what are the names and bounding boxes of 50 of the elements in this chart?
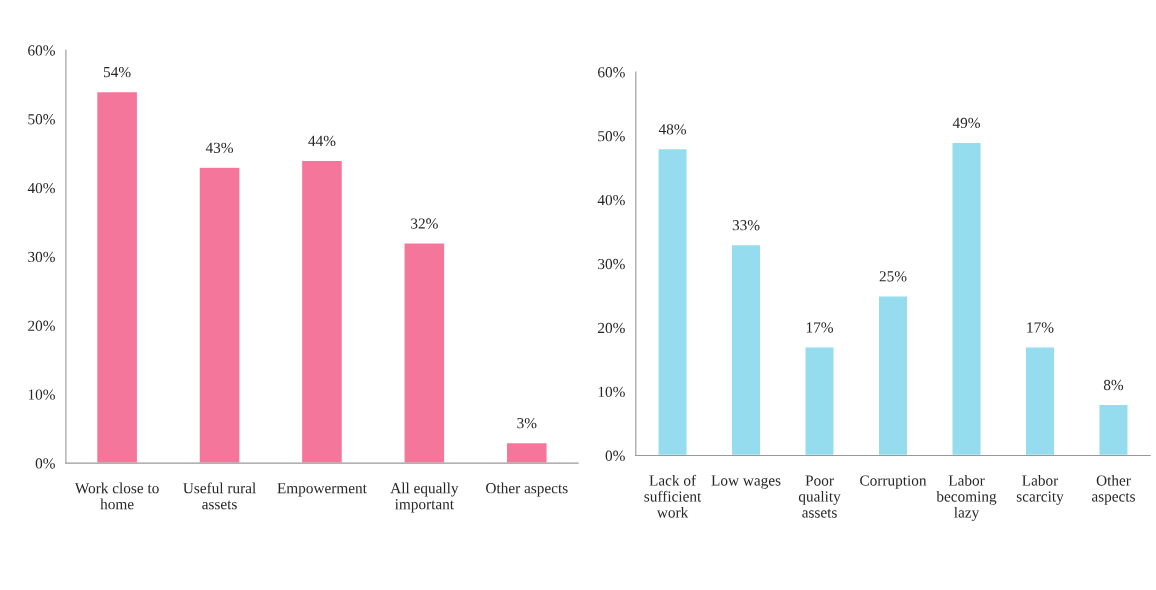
x-tick-label: Poor quality assets [798,475,841,518]
x-tick-label: Other aspects [486,482,568,497]
y-tick-label: 0% [605,450,625,461]
data-label: 32% [411,218,438,229]
x-tick-label: Other aspects [1091,474,1135,505]
y-tick-label: 30% [598,258,625,270]
data-label: 8% [1103,379,1124,391]
x-tick-label: Corruption [860,475,927,489]
y-tick-label: 20% [598,322,625,334]
y-tick-label: 30% [28,251,55,263]
bar [198,166,241,464]
data-label: 44% [308,135,336,147]
data-label: 17% [806,322,833,333]
x-tick-label: Work close to home [74,482,159,510]
x-tick-label: Low wages [711,475,781,489]
x-tick-label: Empowerment [277,483,367,497]
data-label: 25% [879,271,907,282]
y-tick-label: 60% [598,67,625,78]
bar [1024,346,1056,456]
y-tick-label: 10% [598,386,625,398]
bar [877,294,909,456]
x-tick-label: Lack of sufficient work [644,474,702,518]
y-tick-label: 0% [35,458,55,469]
bar [95,90,139,464]
x-tick-label: Useful rural assets [183,482,256,510]
x-tick-label: Labor scarcity [1016,474,1064,505]
bar [804,346,835,456]
bar [951,141,982,456]
data-label: 33% [732,220,760,231]
bar [403,242,446,464]
y-tick-label: 40% [597,194,625,206]
bar [657,147,688,456]
y-tick-label: 10% [28,389,55,400]
y-tick-label: 50% [28,114,55,125]
bar [1098,403,1129,456]
data-label: 43% [205,142,234,153]
y-tick-label: 40% [27,182,55,194]
y-tick-label: 50% [598,131,625,142]
x-tick-label: All equally important [390,482,459,513]
data-label: 3% [517,417,537,429]
y-tick-label: 20% [28,320,55,331]
data-label: 49% [952,117,980,129]
data-label: 54% [103,66,131,78]
bar [505,441,548,464]
data-label: 17% [1027,322,1054,333]
bar [730,243,762,456]
y-tick-label: 60% [28,45,55,56]
bar [300,159,344,464]
data-label: 48% [658,124,687,135]
x-tick-label: Labor becoming lazy [936,474,997,521]
